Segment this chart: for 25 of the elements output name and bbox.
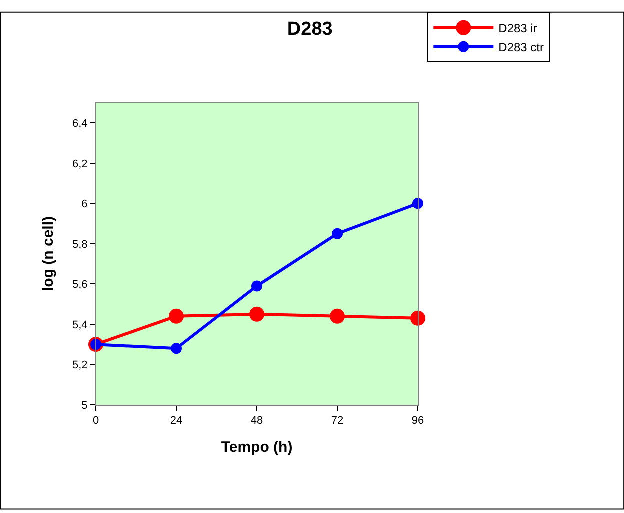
x-tick-label: 48 (250, 415, 264, 428)
point (250, 306, 264, 322)
y-tick-label: 5,6 (72, 279, 88, 292)
y-tick-label: 6,2 (72, 158, 88, 170)
chart-title: D283 (287, 18, 333, 40)
y-tick-label: 6 (82, 198, 88, 211)
point (332, 228, 343, 240)
point (171, 343, 182, 354)
point (410, 310, 426, 326)
y-tick-label: 5,4 (72, 319, 88, 332)
y-tick-label: 5,2 (72, 360, 88, 372)
legend-label: D283 ir (498, 22, 538, 36)
y-tick-label: 6,4 (72, 118, 88, 130)
x-tick-label: 0 (92, 415, 100, 428)
point (169, 308, 184, 324)
y-tick-label: 5,8 (72, 238, 88, 251)
y-tick-label: 5 (82, 400, 88, 412)
x-tick-label: 72 (331, 415, 344, 428)
point (330, 308, 345, 324)
y-axis-title: log (n cell) (40, 216, 57, 292)
point (252, 280, 262, 292)
x-tick-label: 96 (412, 415, 424, 428)
x-axis-title: Tempo (h) (221, 439, 293, 456)
legend-label: D283 ctr (498, 40, 544, 55)
x-tick-label: 24 (170, 415, 183, 428)
